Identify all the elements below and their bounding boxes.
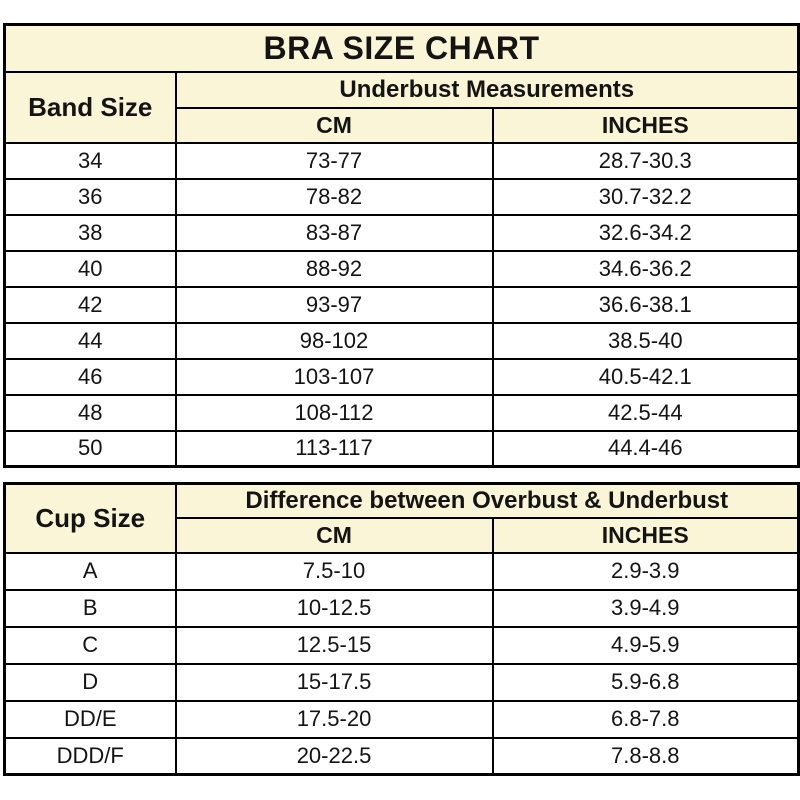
band-size-cell: 50 xyxy=(3,429,177,468)
table-row: A 7.5-10 2.9-3.9 xyxy=(3,551,800,591)
inches-cell: 42.5-44 xyxy=(491,393,800,432)
inches-cell: 36.6-38.1 xyxy=(491,285,800,324)
cm-cell: 108-112 xyxy=(174,393,494,432)
cm-cell: 103-107 xyxy=(174,357,494,396)
band-size-cell: 40 xyxy=(3,249,177,288)
inches-cell: 30.7-32.2 xyxy=(491,177,800,216)
band-size-cell: 48 xyxy=(3,393,177,432)
cup-size-table: Cup Size Difference between Overbust & U… xyxy=(3,482,800,776)
band-size-cell: 46 xyxy=(3,357,177,396)
inches-cell: 6.8-7.8 xyxy=(491,699,800,739)
underbust-group-header: Underbust Measurements xyxy=(174,70,800,109)
table-row: D 15-17.5 5.9-6.8 xyxy=(3,662,800,702)
difference-group-header: Difference between Overbust & Underbust xyxy=(174,482,800,519)
inches-cell: 2.9-3.9 xyxy=(491,551,800,591)
cup-size-cell: A xyxy=(3,551,177,591)
table-row: B 10-12.5 3.9-4.9 xyxy=(3,588,800,628)
inches-cell: 4.9-5.9 xyxy=(491,625,800,665)
cup-size-header: Cup Size xyxy=(3,482,177,554)
band-subheader-row: CM INCHES xyxy=(5,106,800,144)
inches-cell: 32.6-34.2 xyxy=(491,213,800,252)
cm-cell: 88-92 xyxy=(174,249,494,288)
cup-size-cell: D xyxy=(3,662,177,702)
table-row: 48 108-112 42.5-44 xyxy=(3,393,800,432)
cup-cm-header: CM xyxy=(174,516,494,554)
band-size-cell: 36 xyxy=(3,177,177,216)
cm-cell: 10-12.5 xyxy=(174,588,494,628)
table-row: 36 78-82 30.7-32.2 xyxy=(3,177,800,216)
inches-cell: 7.8-8.8 xyxy=(491,736,800,776)
cup-size-cell: DD/E xyxy=(3,699,177,739)
table-row: 50 113-117 44.4-46 xyxy=(3,429,800,468)
cup-size-cell: C xyxy=(3,625,177,665)
cm-cell: 20-22.5 xyxy=(174,736,494,776)
band-size-table: BRA SIZE CHART Band Size Underbust Measu… xyxy=(3,23,800,468)
cm-cell: 7.5-10 xyxy=(174,551,494,591)
table-row: 46 103-107 40.5-42.1 xyxy=(3,357,800,396)
cm-cell: 15-17.5 xyxy=(174,662,494,702)
band-size-cell: 38 xyxy=(3,213,177,252)
table-row: 42 93-97 36.6-38.1 xyxy=(3,285,800,324)
band-inches-header: INCHES xyxy=(491,106,800,144)
cup-inches-header: INCHES xyxy=(491,516,800,554)
cup-header-row: Cup Size Difference between Overbust & U… xyxy=(3,482,800,554)
table-row: 44 98-102 38.5-40 xyxy=(3,321,800,360)
inches-cell: 44.4-46 xyxy=(491,429,800,468)
cm-cell: 113-117 xyxy=(174,429,494,468)
table-row: DDD/F 20-22.5 7.8-8.8 xyxy=(3,736,800,776)
inches-cell: 3.9-4.9 xyxy=(491,588,800,628)
inches-cell: 28.7-30.3 xyxy=(491,141,800,180)
cm-cell: 73-77 xyxy=(174,141,494,180)
cm-cell: 93-97 xyxy=(174,285,494,324)
band-cm-header: CM xyxy=(174,106,494,144)
bra-size-chart-page: BRA SIZE CHART Band Size Underbust Measu… xyxy=(3,23,800,776)
cm-cell: 12.5-15 xyxy=(174,625,494,665)
title-row: BRA SIZE CHART xyxy=(3,23,800,73)
cm-cell: 83-87 xyxy=(174,213,494,252)
band-header-row: Band Size Underbust Measurements xyxy=(3,70,800,144)
inches-cell: 38.5-40 xyxy=(491,321,800,360)
table-row: 38 83-87 32.6-34.2 xyxy=(3,213,800,252)
table-row: DD/E 17.5-20 6.8-7.8 xyxy=(3,699,800,739)
band-size-cell: 42 xyxy=(3,285,177,324)
table-row: C 12.5-15 4.9-5.9 xyxy=(3,625,800,665)
cm-cell: 98-102 xyxy=(174,321,494,360)
inches-cell: 40.5-42.1 xyxy=(491,357,800,396)
table-row: 40 88-92 34.6-36.2 xyxy=(3,249,800,288)
table-row: 34 73-77 28.7-30.3 xyxy=(3,141,800,180)
cup-size-cell: B xyxy=(3,588,177,628)
band-size-header: Band Size xyxy=(3,70,177,144)
inches-cell: 5.9-6.8 xyxy=(491,662,800,702)
inches-cell: 34.6-36.2 xyxy=(491,249,800,288)
band-size-cell: 34 xyxy=(3,141,177,180)
band-size-cell: 44 xyxy=(3,321,177,360)
cm-cell: 17.5-20 xyxy=(174,699,494,739)
cup-size-cell: DDD/F xyxy=(3,736,177,776)
cup-subheader-row: CM INCHES xyxy=(5,516,800,554)
page-title: BRA SIZE CHART xyxy=(3,23,800,73)
cm-cell: 78-82 xyxy=(174,177,494,216)
